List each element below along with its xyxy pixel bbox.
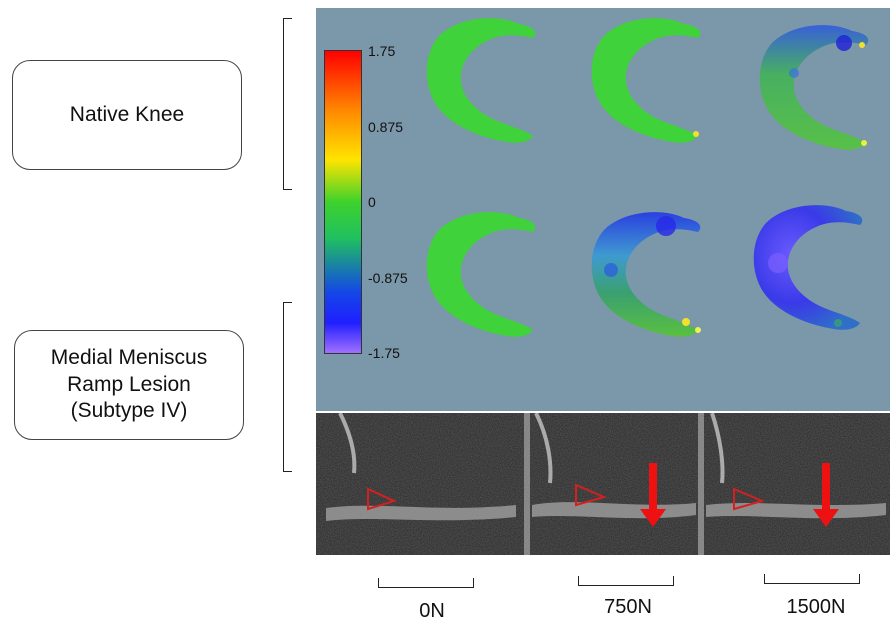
ramp-lesion-label-box: Medial Meniscus Ramp Lesion (Subtype IV) xyxy=(14,330,244,440)
ramp-lesion-label-line-1: Medial Meniscus xyxy=(50,345,208,369)
native-750n-map xyxy=(591,18,701,143)
ramp-750n-map xyxy=(591,212,701,337)
load-arrow-1500n xyxy=(813,463,839,527)
lesion-marker-0n xyxy=(367,487,397,511)
scale-bar-0n xyxy=(378,578,474,588)
ramp-lesion-label: Medial Meniscus Ramp Lesion (Subtype IV) xyxy=(51,345,207,426)
strain-map-panel: 1.75 0.875 0 -0.875 -1.75 xyxy=(316,8,890,411)
load-arrow-750n xyxy=(640,463,666,527)
native-knee-bracket xyxy=(283,18,292,190)
ramp-0n-map xyxy=(426,212,536,337)
colorbar-tick-3: 0 xyxy=(368,194,376,210)
mri-images xyxy=(316,413,890,555)
native-knee-label-box: Native Knee xyxy=(12,60,242,170)
colorbar-tick-1: 1.75 xyxy=(368,43,396,59)
lesion-marker-750n xyxy=(575,483,607,507)
native-0n-map xyxy=(426,18,536,143)
scale-bar-1500n xyxy=(764,574,860,584)
lesion-marker-1500n xyxy=(733,487,765,511)
colorbar-tick-4: -0.875 xyxy=(368,270,408,286)
native-1500n-map xyxy=(759,25,869,150)
load-label-750n: 750N xyxy=(604,596,652,618)
colorbar-tick-5: -1.75 xyxy=(368,345,400,361)
ramp-lesion-bracket xyxy=(283,302,292,472)
load-label-0n: 0N xyxy=(419,600,445,622)
ramp-lesion-label-line-3: (Subtype IV) xyxy=(70,399,188,423)
colorbar-tick-2: 0.875 xyxy=(368,119,404,135)
mri-image-strip xyxy=(316,413,890,555)
scale-bar-750n xyxy=(578,576,674,586)
meniscus-maps xyxy=(426,18,869,337)
native-knee-label: Native Knee xyxy=(69,102,185,126)
load-label-1500n: 1500N xyxy=(786,596,846,618)
colorbar-gradient xyxy=(324,50,362,354)
ramp-lesion-label-line-2: Ramp Lesion xyxy=(67,372,191,396)
ramp-1500n-map xyxy=(753,205,863,330)
